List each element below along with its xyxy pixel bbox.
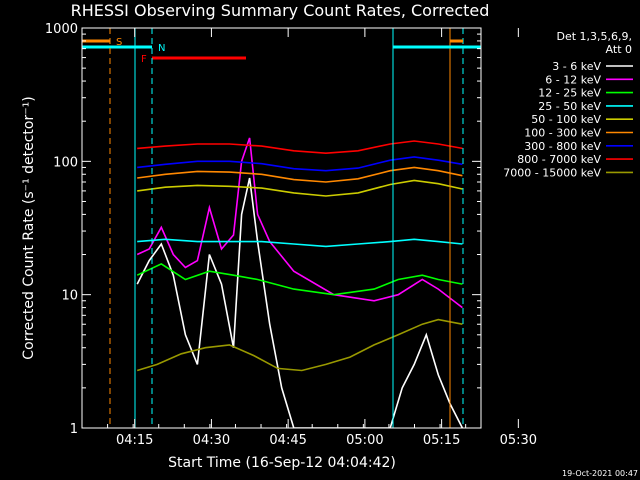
legend-label: 12 - 25 keV [538,87,601,100]
plot-area: S NF [81,27,482,429]
series-line-6 [137,166,463,183]
y-tick-label: 1 [70,422,78,437]
series-line-7 [137,156,463,172]
axes: 1 10 100 1000 04:15 04:30 04:45 05:00 05:15 05:30 [45,22,537,448]
legend-label: 6 - 12 keV [545,73,601,86]
legend-label: 800 - 7000 keV [517,153,601,166]
flag-label-f: F [141,54,147,65]
x-tick-label: 05:00 [346,433,383,448]
legend-label: 25 - 50 keV [538,100,601,113]
chart-title: RHESSI Observing Summary Count Rates, Co… [71,1,490,20]
x-tick-label: 05:30 [500,433,537,448]
y-axis-label: Corrected Count Rate (s⁻¹ detector⁻¹) [21,96,37,359]
series-line-8 [137,140,463,155]
x-tick-label: 04:30 [193,433,230,448]
series-line-3 [136,262,463,296]
legend-label: 7000 - 15000 keV [503,166,601,179]
series-line-4 [137,238,463,248]
x-tick-label: 04:15 [116,433,153,448]
legend-label: 3 - 6 keV [552,60,601,73]
series-line-9 [136,318,463,372]
legend-label: 50 - 100 keV [531,113,601,126]
flag-label-n: N [158,43,165,54]
flag-label-s: S [116,37,122,48]
y-tick-label: 10 [61,289,78,304]
legend-label: 100 - 300 keV [524,127,601,140]
y-tick-label: 100 [53,155,78,170]
plot-frame [81,27,482,429]
legend-header: Att 0 [606,43,632,56]
x-tick-label: 05:15 [423,433,460,448]
legend-header: Det 1,3,5,6,9, [556,30,632,43]
series-line-5 [137,179,463,197]
x-axis-label: Start Time (16-Sep-12 04:04:42) [168,455,396,471]
series-line-2 [136,137,463,309]
series-line-1 [136,177,464,428]
footer-date: 19-Oct-2021 00:47 [562,469,638,478]
y-tick-label: 1000 [45,22,78,37]
x-tick-label: 04:45 [269,433,306,448]
legend-label: 300 - 800 keV [524,140,601,153]
